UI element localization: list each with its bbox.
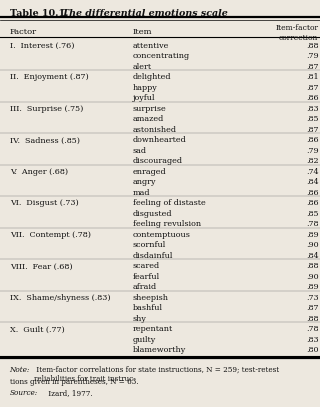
Text: V.  Anger (.68): V. Anger (.68) (10, 168, 68, 176)
Text: .78: .78 (306, 221, 318, 228)
Text: .87: .87 (306, 84, 318, 92)
Text: .88: .88 (306, 42, 318, 50)
Text: .87: .87 (306, 126, 318, 134)
Text: .84: .84 (306, 252, 318, 260)
Text: Table 10.1.: Table 10.1. (10, 9, 71, 18)
Text: .82: .82 (306, 158, 318, 165)
Text: .90: .90 (306, 241, 318, 249)
Text: scornful: scornful (133, 241, 166, 249)
Text: .89: .89 (306, 231, 318, 239)
Text: amazed: amazed (133, 116, 164, 123)
Text: concentrating: concentrating (133, 53, 190, 60)
Text: .88: .88 (306, 263, 318, 270)
Text: .86: .86 (306, 136, 318, 144)
Text: .86: .86 (306, 189, 318, 197)
Text: joyful: joyful (133, 94, 155, 103)
Text: happy: happy (133, 84, 157, 92)
Text: enraged: enraged (133, 168, 166, 176)
Text: disgusted: disgusted (133, 210, 172, 218)
Text: repentant: repentant (133, 326, 173, 333)
Text: .79: .79 (306, 53, 318, 60)
Text: .87: .87 (306, 63, 318, 71)
Text: Factor: Factor (10, 28, 37, 36)
Text: I.  Interest (.76): I. Interest (.76) (10, 42, 74, 50)
Text: .86: .86 (306, 199, 318, 208)
Text: sheepish: sheepish (133, 294, 169, 302)
Text: guilty: guilty (133, 336, 156, 344)
Text: .79: .79 (306, 147, 318, 155)
Text: .78: .78 (306, 326, 318, 333)
Text: fearful: fearful (133, 273, 160, 281)
Text: tions given in parentheses, N = 63.: tions given in parentheses, N = 63. (10, 378, 138, 386)
Text: sad: sad (133, 147, 147, 155)
Text: III.  Surprise (.75): III. Surprise (.75) (10, 105, 83, 113)
Text: downhearted: downhearted (133, 136, 187, 144)
Text: scared: scared (133, 263, 160, 270)
Text: VI.  Disgust (.73): VI. Disgust (.73) (10, 199, 78, 208)
Text: .88: .88 (306, 315, 318, 323)
Text: .73: .73 (306, 294, 318, 302)
Text: .85: .85 (306, 210, 318, 218)
Text: bashful: bashful (133, 304, 163, 313)
Text: .80: .80 (306, 346, 318, 354)
Text: angry: angry (133, 178, 156, 186)
Text: astonished: astonished (133, 126, 177, 134)
Text: Item-factor
correction: Item-factor correction (276, 24, 318, 42)
Text: mad: mad (133, 189, 150, 197)
Text: .84: .84 (306, 178, 318, 186)
Text: disdainful: disdainful (133, 252, 173, 260)
Text: .89: .89 (306, 283, 318, 291)
Text: surprise: surprise (133, 105, 166, 113)
Text: feeling revulsion: feeling revulsion (133, 221, 201, 228)
Text: Izard, 1977.: Izard, 1977. (46, 389, 93, 397)
Text: Source:: Source: (10, 389, 38, 397)
Text: X.  Guilt (.77): X. Guilt (.77) (10, 326, 64, 333)
Text: VIII.  Fear (.68): VIII. Fear (.68) (10, 263, 72, 270)
Text: .90: .90 (306, 273, 318, 281)
Text: Note:: Note: (10, 366, 30, 374)
Text: delighted: delighted (133, 73, 171, 81)
Text: .85: .85 (306, 116, 318, 123)
Text: afraid: afraid (133, 283, 157, 291)
Text: feeling of distaste: feeling of distaste (133, 199, 205, 208)
Text: IX.  Shame/shyness (.83): IX. Shame/shyness (.83) (10, 294, 110, 302)
Text: .83: .83 (306, 105, 318, 113)
Text: .86: .86 (306, 94, 318, 103)
Text: shy: shy (133, 315, 147, 323)
Text: blameworthy: blameworthy (133, 346, 186, 354)
Text: .74: .74 (306, 168, 318, 176)
Text: .81: .81 (306, 73, 318, 81)
Text: Item-factor correlations for state instructions, N = 259; test-retest reliabilit: Item-factor correlations for state instr… (34, 366, 279, 383)
Text: discouraged: discouraged (133, 158, 183, 165)
Text: VII.  Contempt (.78): VII. Contempt (.78) (10, 231, 91, 239)
Text: Item: Item (133, 28, 152, 36)
Text: IV.  Sadness (.85): IV. Sadness (.85) (10, 136, 80, 144)
Text: The differential emotions scale: The differential emotions scale (62, 9, 228, 18)
Text: attentive: attentive (133, 42, 169, 50)
Text: .87: .87 (306, 304, 318, 313)
Text: contemptuous: contemptuous (133, 231, 191, 239)
Text: .83: .83 (306, 336, 318, 344)
Text: alert: alert (133, 63, 152, 71)
Text: II.  Enjoyment (.87): II. Enjoyment (.87) (10, 73, 88, 81)
